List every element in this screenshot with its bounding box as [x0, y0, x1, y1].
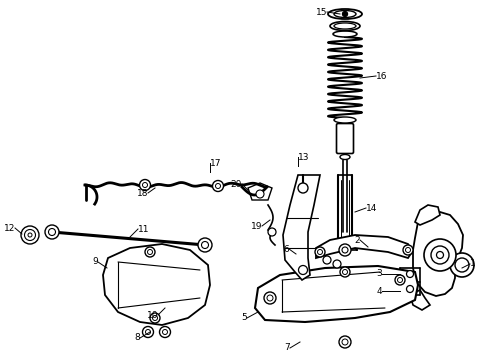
- Circle shape: [24, 230, 35, 240]
- Circle shape: [201, 242, 209, 248]
- Circle shape: [147, 249, 152, 255]
- Text: 6: 6: [283, 244, 289, 253]
- Text: 17: 17: [210, 158, 221, 167]
- Circle shape: [152, 315, 157, 320]
- Circle shape: [146, 329, 150, 334]
- Circle shape: [343, 12, 347, 17]
- Text: 15: 15: [316, 8, 327, 17]
- Circle shape: [406, 248, 411, 252]
- Polygon shape: [413, 212, 463, 296]
- Text: 16: 16: [376, 72, 388, 81]
- Circle shape: [339, 244, 351, 256]
- Text: 1: 1: [470, 260, 476, 269]
- FancyBboxPatch shape: [337, 123, 353, 153]
- Circle shape: [140, 180, 150, 190]
- Ellipse shape: [340, 154, 350, 159]
- Ellipse shape: [328, 9, 362, 19]
- Circle shape: [198, 238, 212, 252]
- Polygon shape: [415, 205, 440, 225]
- Polygon shape: [255, 266, 418, 322]
- Circle shape: [256, 190, 264, 198]
- Ellipse shape: [334, 117, 356, 123]
- Circle shape: [424, 239, 456, 271]
- Text: 7: 7: [284, 343, 290, 352]
- Circle shape: [145, 247, 155, 257]
- Text: 14: 14: [366, 203, 377, 212]
- Circle shape: [160, 327, 171, 338]
- Circle shape: [315, 247, 325, 257]
- Circle shape: [150, 313, 160, 323]
- Polygon shape: [410, 290, 430, 310]
- Text: 11: 11: [138, 225, 149, 234]
- Circle shape: [455, 258, 469, 272]
- Text: 9: 9: [92, 257, 98, 266]
- Circle shape: [143, 327, 153, 338]
- Circle shape: [298, 266, 308, 274]
- Circle shape: [216, 184, 220, 189]
- Circle shape: [21, 226, 39, 244]
- Circle shape: [49, 229, 55, 235]
- Circle shape: [268, 228, 276, 236]
- Circle shape: [431, 246, 449, 264]
- Circle shape: [143, 183, 147, 188]
- Polygon shape: [103, 244, 210, 325]
- Circle shape: [323, 256, 331, 264]
- Circle shape: [342, 339, 348, 345]
- Text: 13: 13: [298, 153, 310, 162]
- Circle shape: [163, 329, 168, 334]
- Circle shape: [339, 336, 351, 348]
- Circle shape: [298, 183, 308, 193]
- Text: 19: 19: [250, 221, 262, 230]
- Circle shape: [403, 245, 413, 255]
- Circle shape: [28, 233, 32, 237]
- Text: 12: 12: [3, 224, 15, 233]
- Ellipse shape: [334, 10, 356, 18]
- Text: 3: 3: [376, 270, 382, 279]
- Circle shape: [407, 285, 414, 292]
- Circle shape: [407, 270, 414, 278]
- Circle shape: [318, 249, 322, 255]
- Circle shape: [45, 225, 59, 239]
- Text: 18: 18: [137, 189, 148, 198]
- Ellipse shape: [330, 22, 360, 31]
- Circle shape: [450, 253, 474, 277]
- Text: 10: 10: [147, 310, 158, 320]
- Circle shape: [264, 292, 276, 304]
- Circle shape: [342, 247, 348, 253]
- Ellipse shape: [333, 31, 357, 37]
- Text: 5: 5: [241, 314, 247, 323]
- Polygon shape: [316, 235, 412, 258]
- Circle shape: [333, 260, 341, 268]
- Text: 8: 8: [134, 333, 140, 342]
- Circle shape: [340, 267, 350, 277]
- Circle shape: [437, 252, 443, 258]
- Circle shape: [343, 270, 347, 274]
- Polygon shape: [283, 175, 320, 280]
- Circle shape: [395, 275, 405, 285]
- Text: 4: 4: [376, 287, 382, 296]
- Text: 20: 20: [231, 180, 242, 189]
- Circle shape: [213, 180, 223, 192]
- Polygon shape: [248, 183, 272, 200]
- Circle shape: [397, 278, 402, 283]
- Text: 2: 2: [354, 235, 360, 244]
- Ellipse shape: [334, 23, 356, 29]
- Circle shape: [267, 295, 273, 301]
